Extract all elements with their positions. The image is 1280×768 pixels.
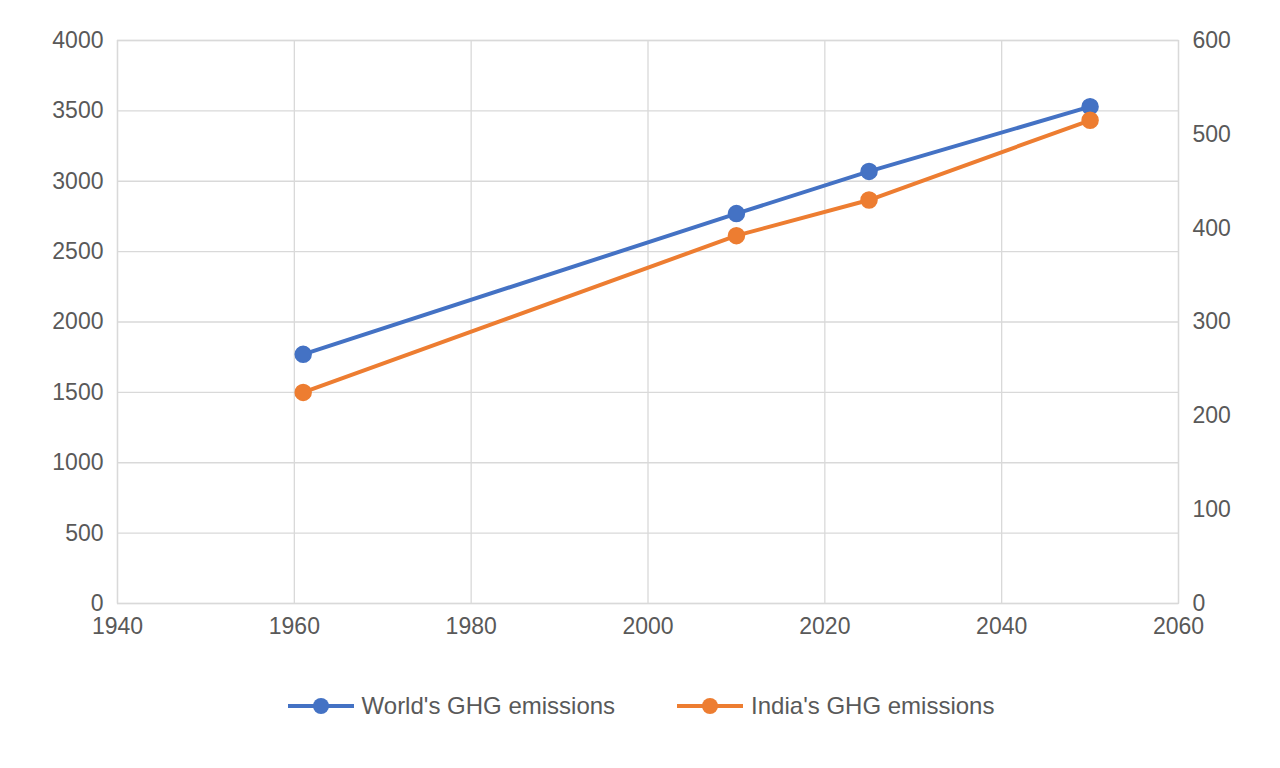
svg-text:600: 600 xyxy=(1193,27,1231,53)
svg-text:1960: 1960 xyxy=(269,613,320,639)
svg-text:1980: 1980 xyxy=(446,613,497,639)
svg-text:500: 500 xyxy=(65,519,103,545)
svg-text:2040: 2040 xyxy=(976,613,1027,639)
svg-text:100: 100 xyxy=(1193,496,1231,522)
html-text:World's GHG emissions: World's GHG emissions xyxy=(361,692,616,719)
html-text:India's GHG emissions: India's GHG emissions xyxy=(751,692,995,719)
svg-text:0: 0 xyxy=(1193,590,1206,616)
svg-text:2060: 2060 xyxy=(1153,613,1204,639)
svg-text:500: 500 xyxy=(1193,121,1231,147)
svg-text:200: 200 xyxy=(1193,402,1231,428)
svg-text:0: 0 xyxy=(91,590,104,616)
svg-text:2000: 2000 xyxy=(622,613,673,639)
svg-text:4000: 4000 xyxy=(52,27,103,53)
svg-text:1940: 1940 xyxy=(92,613,143,639)
svg-text:2000: 2000 xyxy=(52,308,103,334)
svg-text:2020: 2020 xyxy=(799,613,850,639)
svg-text:3000: 3000 xyxy=(52,168,103,194)
svg-text:300: 300 xyxy=(1193,308,1231,334)
svg-text:400: 400 xyxy=(1193,215,1231,241)
svg-text:2500: 2500 xyxy=(52,238,103,264)
svg-text:1500: 1500 xyxy=(52,379,103,405)
svg-text:1000: 1000 xyxy=(52,449,103,475)
svg-text:3500: 3500 xyxy=(52,97,103,123)
